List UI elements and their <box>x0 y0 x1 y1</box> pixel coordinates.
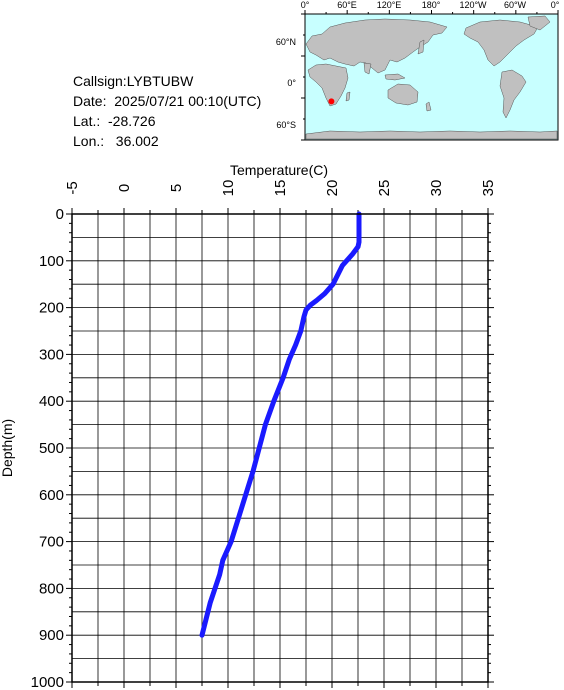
y-tick-label: 1000 <box>31 674 64 690</box>
map-lat-label: 60°S <box>276 120 296 130</box>
x-tick-label: 0 <box>116 184 133 192</box>
latitude-text: Lat.: -28.726 <box>73 113 156 129</box>
x-tick-label: 25 <box>376 180 393 197</box>
float-position-marker <box>328 98 335 105</box>
y-tick-label: 800 <box>39 580 64 597</box>
x-tick-label: 5 <box>168 184 185 192</box>
date-text: Date: 2025/07/21 00:10(UTC) <box>73 93 262 109</box>
map-lon-label: 60°E <box>337 0 357 10</box>
map-lat-label: 0° <box>287 78 296 88</box>
map-land <box>305 15 558 140</box>
callsign-text: Callsign:LYBTUBW <box>73 73 194 89</box>
y-tick-label: 700 <box>39 534 64 551</box>
x-tick-label: 15 <box>272 180 289 197</box>
x-axis-title: Temperature(C) <box>230 162 328 178</box>
y-tick-label: 600 <box>39 487 64 504</box>
map-lat-label: 60°N <box>276 37 296 47</box>
y-tick-label: 200 <box>39 300 64 317</box>
x-tick-label: 20 <box>324 180 341 197</box>
map-lon-label: 60°W <box>504 0 527 10</box>
y-tick-label: 400 <box>39 393 64 410</box>
x-tick-label: 30 <box>428 180 445 197</box>
y-tick-label: 900 <box>39 627 64 644</box>
float-info-block: Callsign:LYBTUBW Date: 2025/07/21 00:10(… <box>73 71 261 151</box>
map-lon-label: 0° <box>301 0 310 10</box>
x-tick-label: -5 <box>64 181 81 194</box>
y-tick-label: 0 <box>56 206 64 223</box>
y-tick-label: 300 <box>39 346 64 363</box>
y-tick-label: 100 <box>39 253 64 270</box>
y-tick-label: 500 <box>39 440 64 457</box>
plot-border <box>71 213 489 683</box>
map-lon-label: 120°W <box>459 0 487 10</box>
map-lon-label: 0° <box>551 0 560 10</box>
temperature-profile-line <box>199 211 362 638</box>
x-tick-label: 10 <box>220 180 237 197</box>
longitude-text: Lon.: 36.002 <box>73 133 159 149</box>
y-axis-title: Depth(m) <box>0 419 15 477</box>
map-lon-label: 180° <box>422 0 441 10</box>
x-tick-label: 35 <box>480 180 497 197</box>
map-lon-label: 120°E <box>377 0 402 10</box>
